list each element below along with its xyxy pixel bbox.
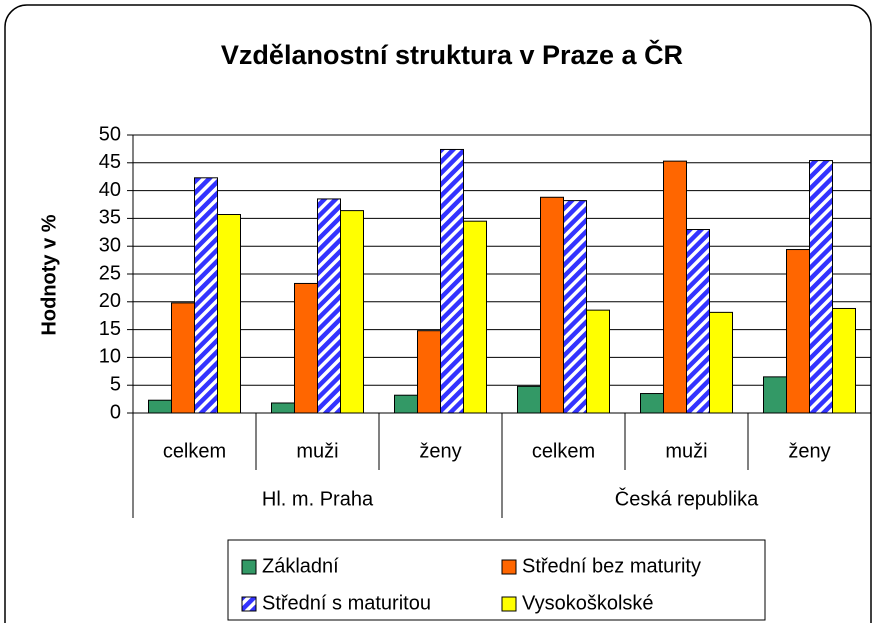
y-tick-label: 35 <box>99 207 121 229</box>
bar <box>294 282 318 414</box>
bar <box>809 160 833 414</box>
bar <box>217 214 241 414</box>
bar <box>517 385 541 414</box>
y-tick-label: 40 <box>99 179 121 201</box>
bar <box>417 330 441 414</box>
legend-label: Střední s maturitou <box>262 592 431 614</box>
y-tick-label: 10 <box>99 346 121 368</box>
y-axis-label: Hodnoty v % <box>38 214 60 335</box>
bar <box>194 177 218 414</box>
bar <box>171 302 195 414</box>
bar <box>763 376 787 414</box>
bar <box>340 210 364 414</box>
x-tick-label: celkem <box>532 440 595 462</box>
bar <box>148 399 172 414</box>
x-tick-label: muži <box>296 440 338 462</box>
bar <box>786 249 810 414</box>
bar <box>563 200 587 414</box>
legend-swatch <box>241 596 257 612</box>
legend-label: Základní <box>262 555 339 577</box>
bar <box>271 402 295 414</box>
bar <box>463 220 487 414</box>
bar <box>586 309 610 414</box>
bar <box>709 311 733 414</box>
x-tick-label: celkem <box>163 440 226 462</box>
x-tick-label: muži <box>665 440 707 462</box>
bar <box>640 393 664 414</box>
chart-title: Vzdělanostní struktura v Praze a ČR <box>221 39 683 70</box>
legend-label: Vysokoškolské <box>522 592 654 614</box>
x-tick-label: ženy <box>788 440 830 462</box>
y-tick-label: 0 <box>110 401 121 423</box>
bar <box>394 394 418 414</box>
y-tick-label: 15 <box>99 318 121 340</box>
bar <box>440 148 464 414</box>
y-tick-label: 30 <box>99 234 121 256</box>
legend-box <box>227 539 766 621</box>
y-tick-label: 45 <box>99 151 121 173</box>
legend-swatch <box>501 559 517 575</box>
legend-label: Střední bez maturity <box>522 555 701 577</box>
x-tick-label: ženy <box>419 440 461 462</box>
legend-swatch <box>241 559 257 575</box>
legend-swatch <box>501 596 517 612</box>
y-tick-label: 20 <box>99 290 121 312</box>
group-label: Hl. m. Praha <box>262 488 374 510</box>
y-tick-label: 5 <box>110 373 121 395</box>
y-tick-label: 50 <box>99 123 121 145</box>
bar <box>663 160 687 414</box>
bar <box>540 196 564 414</box>
bar <box>686 229 710 414</box>
y-tick-label: 25 <box>99 262 121 284</box>
bar <box>317 198 341 414</box>
bar <box>832 307 856 414</box>
group-label: Česká republika <box>615 487 759 510</box>
chart-border <box>4 4 872 623</box>
